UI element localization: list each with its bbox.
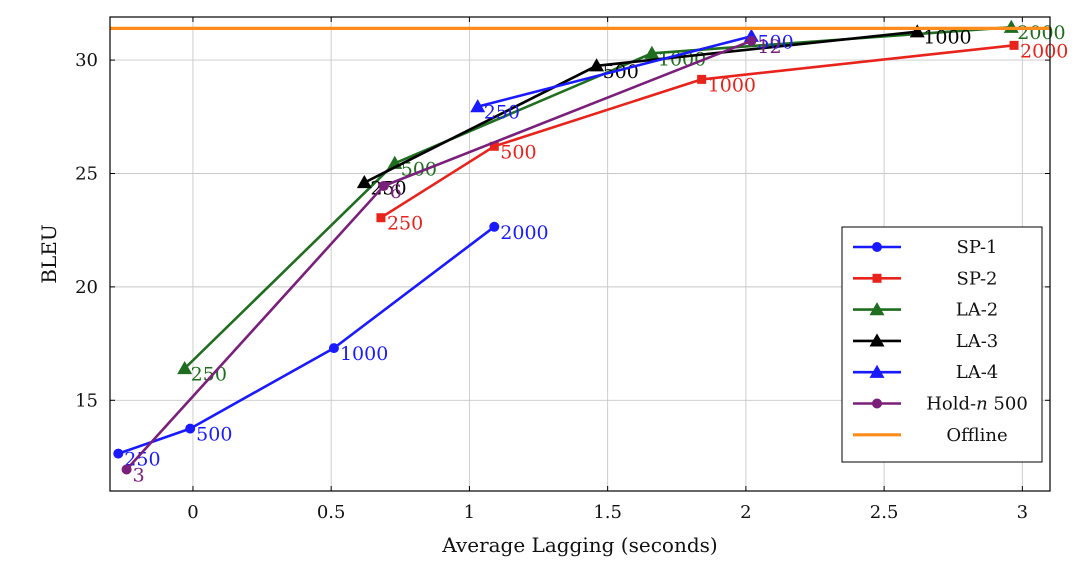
series-la-4: 250 500 (470, 28, 794, 124)
series-sp-1-point-label: 250 (124, 449, 160, 471)
plot-frame (109, 16, 1051, 492)
series-hold-n-500-point (378, 180, 389, 191)
series-hold-n-500-point (746, 35, 757, 46)
legend-swatch-marker (869, 333, 885, 347)
legend-swatch-marker (869, 302, 885, 316)
series-sp-2-line (380, 44, 1015, 219)
series-sp-2-point (376, 213, 386, 223)
legend-item-la-2: LA-2 (853, 300, 998, 321)
y-tick-label: 15 (75, 390, 98, 411)
series-hold-n-500: 3 6 12 (121, 35, 782, 486)
series-la-3-point (909, 24, 925, 38)
y-tick-label: 25 (75, 163, 98, 184)
x-tick-label: 0 (187, 502, 198, 523)
legend-item-hold-n-500: Hold-n 500 (853, 394, 1028, 415)
series-la-3-point (589, 58, 605, 72)
series-sp-1-point-label: 500 (196, 424, 232, 446)
x-tick-label: 1.5 (593, 502, 622, 523)
series-sp-2-point (697, 74, 707, 84)
legend: SP-1 SP-2 LA-2 LA-3 LA-4 Hold-n 500 Offline (841, 226, 1043, 463)
series-hold-n-500-point (121, 464, 132, 475)
series-sp-1-point (185, 423, 196, 434)
legend-swatch-marker (872, 398, 882, 409)
series-la-2-point-label: 2000 (1017, 22, 1065, 44)
x-tick-label: 2.5 (870, 502, 899, 523)
series-la-3-point-label: 500 (603, 61, 639, 83)
series-sp-1: 250 500 1000 2000 (113, 221, 549, 471)
legend-item-la-3: LA-3 (853, 331, 998, 352)
series-hold-n-500-point-label: 3 (133, 464, 145, 486)
series-la-4-line (477, 35, 752, 108)
x-axis-label: Average Lagging (seconds) (441, 533, 717, 557)
series-la-3-point-label: 250 (370, 178, 406, 200)
series-hold-n-500-point-label: 12 (757, 36, 781, 58)
legend-label: SP-2 (957, 268, 998, 289)
series-la-3-point (356, 175, 372, 189)
series-la-2-point (177, 361, 193, 375)
x-tick-label: 0.5 (317, 502, 346, 523)
legend-item-sp-1: SP-1 (853, 237, 998, 258)
legend-label: LA-3 (956, 331, 999, 352)
legend-item-sp-2: SP-2 (853, 268, 998, 289)
series-la-4-point-label: 250 (484, 102, 520, 124)
axis-ticks: 0 0.5 1 1.5 2 2.5 3 15 20 25 30 (75, 17, 1050, 523)
series-sp-2-point-label: 250 (387, 213, 423, 235)
series-sp-2-point (1009, 40, 1019, 50)
x-tick-label: 3 (1017, 502, 1028, 523)
legend-label: LA-2 (956, 300, 999, 321)
series-sp-2-point-label: 1000 (708, 74, 756, 96)
series-sp-1-point-label: 1000 (340, 343, 388, 365)
series-la-2-point (644, 45, 660, 59)
legend-label: Hold-n 500 (926, 394, 1028, 415)
series-sp-2-point (489, 141, 499, 151)
series-sp-1-point-label: 2000 (500, 222, 548, 244)
y-tick-label: 20 (75, 277, 98, 298)
series-hold-n-500-line (125, 39, 752, 471)
series-la-4-point-label: 500 (757, 31, 793, 53)
series-sp-1-point (489, 221, 500, 232)
legend-item-la-4: LA-4 (853, 362, 998, 383)
x-tick-label: 2 (740, 502, 751, 523)
y-tick-label: 30 (75, 50, 98, 71)
x-tick-label: 1 (464, 502, 475, 523)
plot-area: 2505001000200025050010002000250500100020… (110, 19, 1068, 486)
legend-swatch-marker (869, 364, 885, 378)
series-sp-1-point (328, 343, 339, 354)
series-sp-2-point-label: 500 (500, 141, 536, 163)
series-la-4-point (470, 99, 486, 113)
series-sp-1-line (117, 225, 496, 455)
legend-swatch-marker (872, 273, 882, 283)
legend-item-offline: Offline (853, 425, 1008, 446)
series-sp-1-point (113, 448, 124, 459)
legend-swatch-marker (872, 242, 882, 252)
y-axis-label: BLEU (37, 224, 61, 283)
legend-label: Offline (946, 425, 1007, 446)
series-la-3-point-label: 1000 (923, 27, 971, 49)
legend-label: SP-1 (957, 237, 998, 258)
series-sp-2: 250 500 1000 2000 (376, 40, 1068, 235)
series-la-2-point-label: 250 (191, 364, 227, 386)
series-hold-n-500-point-label: 6 (390, 181, 402, 203)
series-sp-2-point-label: 2000 (1020, 40, 1068, 62)
legend-label: LA-4 (956, 362, 999, 383)
